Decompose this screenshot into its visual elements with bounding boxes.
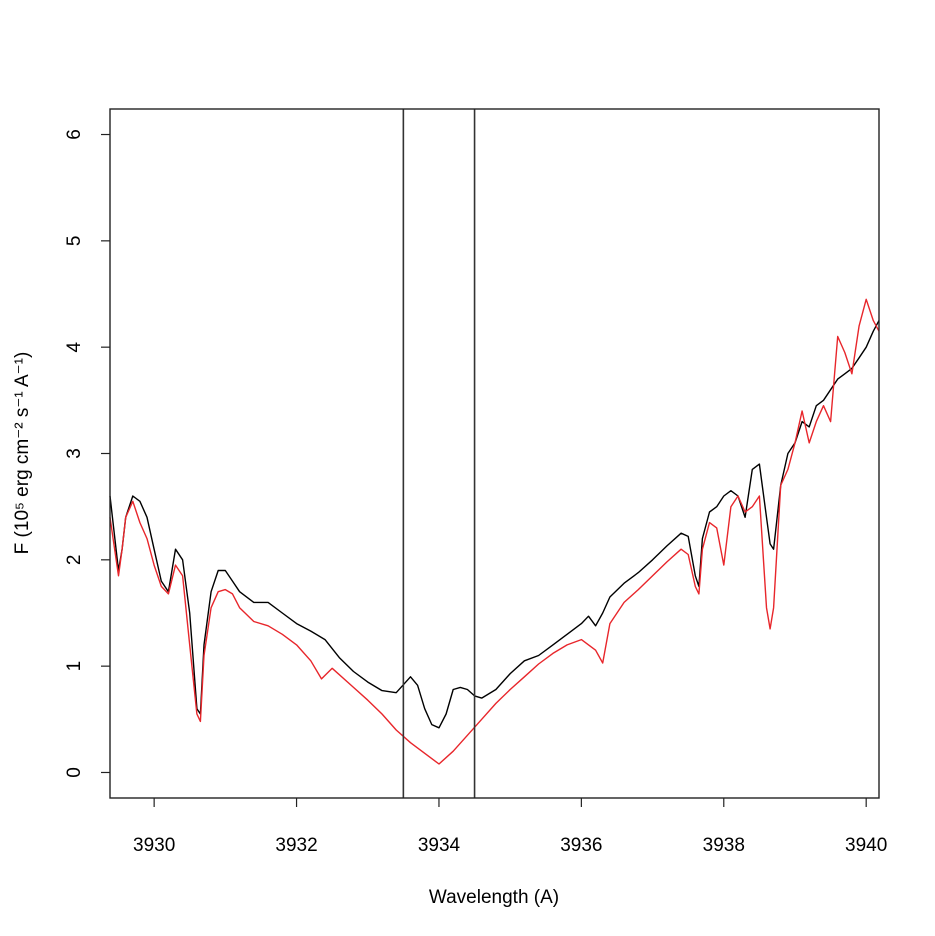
y-tick-label: 4 bbox=[64, 341, 85, 352]
y-axis-title: F (10⁵ erg cm⁻² s⁻¹ A⁻¹) bbox=[12, 352, 33, 555]
x-tick-label: 3932 bbox=[275, 835, 317, 856]
x-tick-label: 3930 bbox=[133, 835, 175, 856]
x-tick-label: 3936 bbox=[560, 835, 602, 856]
series-layer bbox=[109, 298, 880, 765]
x-axis: 3930 3932 3934 3936 3938 3940 bbox=[133, 798, 887, 856]
y-tick-label: 5 bbox=[64, 236, 85, 247]
x-tick-label: 3934 bbox=[418, 835, 461, 856]
x-tick-label: 3940 bbox=[845, 835, 887, 856]
marker-lines bbox=[402, 109, 476, 798]
y-tick-label: 1 bbox=[64, 661, 85, 672]
series-line-1 bbox=[109, 320, 880, 729]
y-tick-label: 3 bbox=[64, 448, 85, 459]
y-tick-label: 0 bbox=[64, 767, 85, 778]
series-line-2 bbox=[109, 298, 880, 765]
y-axis: 0 1 2 3 4 5 6 bbox=[64, 129, 110, 778]
y-tick-label: 2 bbox=[64, 555, 85, 566]
y-tick-label: 6 bbox=[64, 129, 85, 140]
x-axis-title: Wavelength (A) bbox=[429, 887, 559, 908]
x-tick-label: 3938 bbox=[703, 835, 745, 856]
plot-frame bbox=[109, 108, 880, 799]
